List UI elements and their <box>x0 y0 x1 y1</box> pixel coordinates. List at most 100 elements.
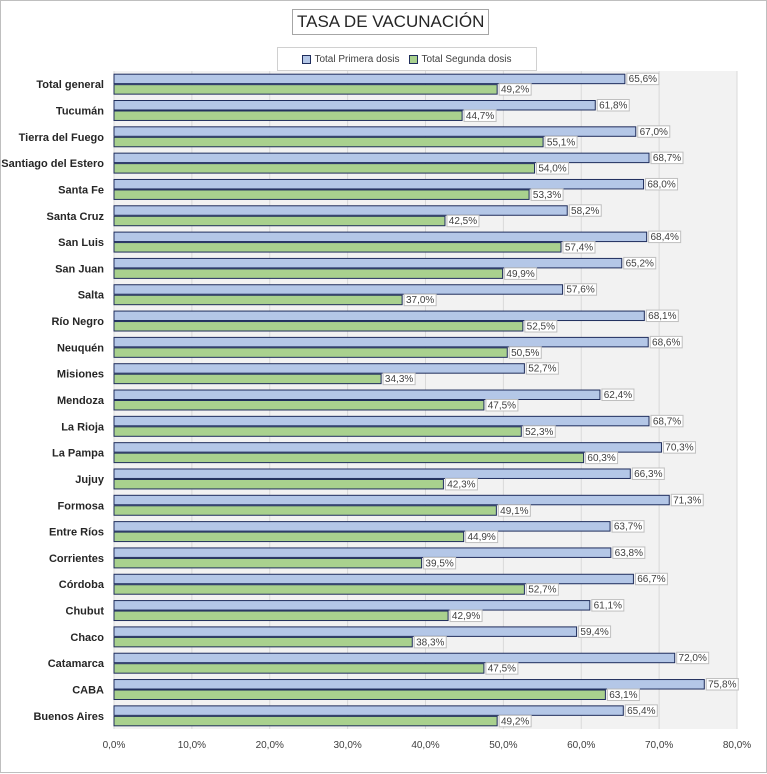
data-label-box-primera-18 <box>612 546 646 559</box>
data-label-primera-20: 61,1% <box>594 601 622 612</box>
bar-segunda-15 <box>113 478 444 490</box>
data-label-primera-19: 66,7% <box>637 574 665 585</box>
bar-primera-11 <box>113 363 525 374</box>
data-label-primera-13: 68,7% <box>653 416 681 427</box>
category-label-24: Buenos Aires <box>33 711 104 723</box>
bar-primera-22 <box>113 652 676 664</box>
category-label-21: Chaco <box>70 632 104 644</box>
data-label-box-segunda-9 <box>524 320 558 333</box>
bar-segunda-23 <box>113 689 606 700</box>
bar-primera-14 <box>113 442 662 453</box>
data-label-segunda-12: 47,5% <box>488 400 516 411</box>
category-label-4: Santa Fe <box>58 184 104 196</box>
category-label-20: Chubut <box>66 606 105 618</box>
bar-segunda-1 <box>113 110 463 121</box>
data-label-box-segunda-22 <box>485 662 519 675</box>
data-label-segunda-21: 38,3% <box>416 637 444 648</box>
bar-primera-13 <box>113 415 650 427</box>
x-tick-label-2: 20,0% <box>256 740 284 751</box>
data-label-segunda-0: 49,2% <box>501 85 529 96</box>
bar-segunda-8 <box>113 294 403 306</box>
bar-segunda-2 <box>113 136 544 148</box>
data-label-primera-24: 65,4% <box>627 706 655 717</box>
data-label-box-primera-9 <box>645 309 679 323</box>
bar-primera-0 <box>113 73 626 85</box>
data-label-box-primera-15 <box>631 467 665 480</box>
data-label-box-segunda-19 <box>525 583 559 596</box>
bar-segunda-20 <box>113 610 449 622</box>
bar-segunda-24 <box>113 715 498 727</box>
data-label-segunda-6: 57,4% <box>565 243 593 254</box>
category-label-13: La Rioja <box>61 421 105 433</box>
category-label-15: Jujuy <box>75 474 105 486</box>
data-label-box-segunda-3 <box>536 162 570 175</box>
bar-segunda-22 <box>113 663 485 674</box>
data-label-box-primera-13 <box>650 414 684 428</box>
category-label-3: Santiago del Estero <box>1 158 104 170</box>
data-label-box-segunda-18 <box>423 556 457 570</box>
data-label-primera-17: 63,7% <box>614 522 642 533</box>
data-label-segunda-8: 37,0% <box>406 295 434 306</box>
data-label-box-primera-7 <box>623 256 657 270</box>
data-label-box-primera-16 <box>670 493 704 507</box>
bar-segunda-12 <box>113 400 485 411</box>
data-label-segunda-7: 49,9% <box>506 269 534 280</box>
category-label-11: Misiones <box>57 369 104 381</box>
bar-segunda-0 <box>113 84 498 95</box>
data-label-box-primera-22 <box>676 651 710 665</box>
x-tick-label-4: 40,0% <box>411 740 439 751</box>
bar-primera-2 <box>113 126 637 137</box>
data-label-box-segunda-20 <box>449 609 483 623</box>
data-label-box-primera-14 <box>662 441 696 454</box>
data-label-box-primera-5 <box>568 204 602 217</box>
category-label-6: San Luis <box>58 237 104 249</box>
data-label-box-segunda-10 <box>508 346 542 359</box>
category-label-22: Catamarca <box>48 658 105 670</box>
data-label-primera-21: 59,4% <box>580 627 608 638</box>
data-label-primera-7: 65,2% <box>626 258 654 269</box>
bar-primera-15 <box>113 468 631 479</box>
category-label-17: Entre Ríos <box>49 527 104 539</box>
data-label-box-segunda-0 <box>498 83 532 96</box>
data-label-box-segunda-8 <box>403 293 437 307</box>
bar-primera-10 <box>113 336 649 348</box>
category-label-10: Neuquén <box>57 342 104 354</box>
data-label-box-segunda-24 <box>498 714 532 728</box>
data-label-segunda-23: 63,1% <box>609 690 637 701</box>
data-label-box-segunda-2 <box>544 135 578 149</box>
data-label-segunda-17: 44,9% <box>467 532 495 543</box>
data-label-primera-16: 71,3% <box>673 495 701 506</box>
data-label-segunda-14: 60,3% <box>587 453 615 464</box>
bar-primera-18 <box>113 547 612 558</box>
data-label-segunda-13: 52,3% <box>525 427 553 438</box>
data-label-segunda-3: 54,0% <box>538 164 566 175</box>
data-label-primera-4: 68,0% <box>647 179 675 190</box>
data-label-box-segunda-11 <box>382 372 416 386</box>
legend-label-segunda: Total Segunda dosis <box>421 53 512 65</box>
data-label-box-segunda-16 <box>497 504 531 517</box>
data-label-primera-22: 72,0% <box>679 653 707 664</box>
bar-primera-9 <box>113 310 645 322</box>
category-label-2: Tierra del Fuego <box>19 132 105 144</box>
data-label-box-primera-10 <box>649 335 683 349</box>
bar-segunda-9 <box>113 321 524 332</box>
bar-segunda-21 <box>113 636 413 648</box>
x-tick-label-1: 10,0% <box>178 740 206 751</box>
data-label-primera-14: 70,3% <box>665 443 693 454</box>
data-label-primera-3: 68,7% <box>653 153 681 164</box>
bar-segunda-17 <box>113 531 465 543</box>
data-label-box-segunda-4 <box>530 188 564 201</box>
bar-primera-17 <box>113 521 611 532</box>
data-label-box-primera-23 <box>705 678 739 691</box>
data-label-box-primera-20 <box>591 599 625 612</box>
data-label-box-primera-0 <box>626 72 660 86</box>
bar-primera-24 <box>113 705 624 716</box>
bar-primera-12 <box>113 389 601 401</box>
category-label-18: Corrientes <box>49 553 104 565</box>
data-label-segunda-19: 52,7% <box>528 585 556 596</box>
bar-primera-4 <box>113 178 645 190</box>
data-label-box-primera-3 <box>650 151 684 165</box>
bar-segunda-10 <box>113 347 508 358</box>
data-label-segunda-15: 42,3% <box>447 479 475 490</box>
